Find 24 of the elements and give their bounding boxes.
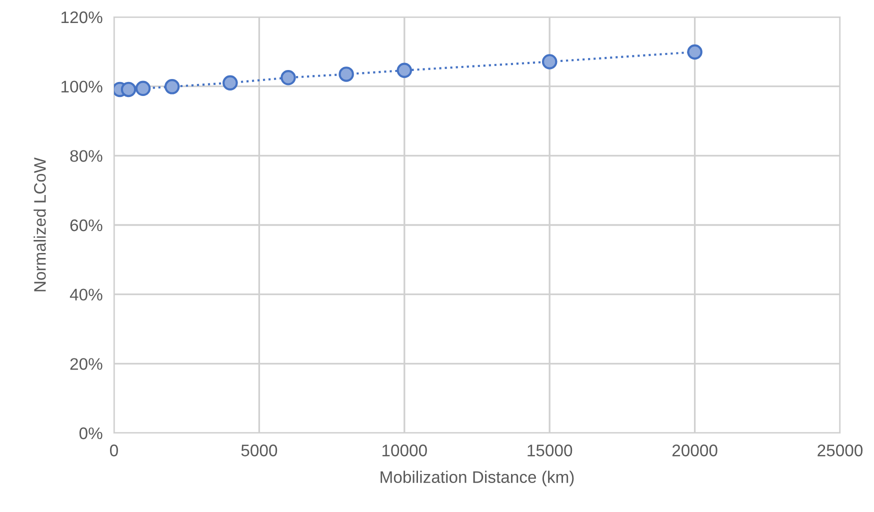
y-tick-label: 120% [62,11,102,24]
x-axis-title: Mobilization Distance (km) [380,470,574,486]
y-tick-label: 0% [79,427,102,440]
x-tick-label: 25000 [818,444,863,456]
x-tick-label: 0 [110,444,118,456]
x-tick-label: 10000 [382,444,427,456]
point [222,75,238,90]
x-tick-label: 5000 [241,444,278,456]
point [542,54,558,70]
y-tick-label: 60% [70,219,102,232]
point [120,82,136,98]
x-tick-label: 15000 [528,444,572,456]
y-tick-label: 100% [62,80,102,93]
point [280,70,296,86]
point [396,62,412,78]
point [135,80,151,96]
y-tick-label: 20% [70,358,102,370]
x-tick-label: 20000 [672,444,718,456]
y-tick-label: 40% [70,288,102,301]
y-tick-label: 80% [70,150,102,162]
point [338,66,354,82]
y-axis-title: Normalized LCoW [34,157,46,292]
point [687,44,702,60]
point [164,79,180,94]
